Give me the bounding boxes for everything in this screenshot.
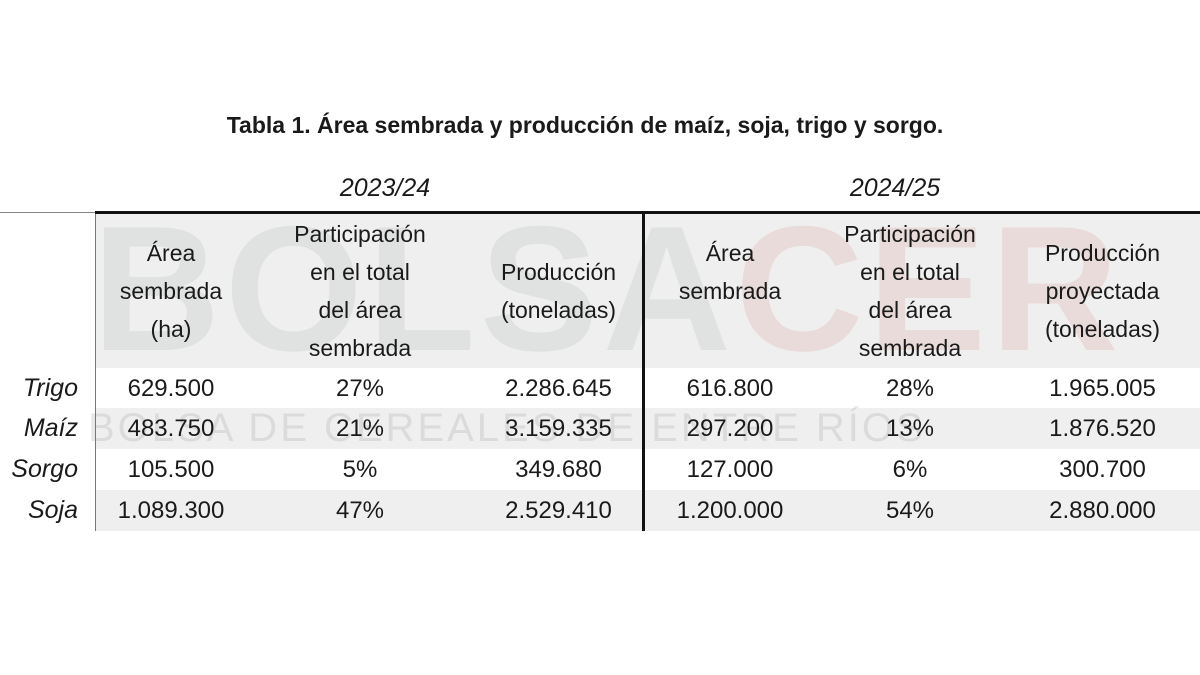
table-cell: 105.500	[127, 455, 215, 483]
row-label: Trigo	[22, 374, 78, 402]
table-cell: 1.876.520	[1049, 414, 1156, 442]
label-column-border	[95, 214, 96, 531]
column-header-line: sembrada	[308, 335, 412, 361]
column-header-line: Área	[705, 240, 755, 266]
column-header-line: (toneladas)	[500, 297, 617, 323]
column-header-line: sembrada	[858, 335, 962, 361]
column-header-line: (ha)	[150, 316, 192, 342]
column-header-line: Área	[146, 240, 196, 266]
period-2024-25: 2024/25	[849, 174, 941, 202]
column-header-line: en el total	[860, 259, 960, 285]
table-title: Tabla 1. Área sembrada y producción de m…	[226, 112, 944, 138]
column-header: Participación en el total del área sembrada	[815, 214, 1005, 368]
table-cell: 3.159.335	[505, 414, 612, 442]
table-cell: 54%	[885, 496, 935, 524]
column-header: Área sembrada (ha)	[96, 214, 246, 368]
table-cell: 2.286.645	[505, 374, 612, 402]
column-header-line: del área	[318, 297, 402, 323]
column-header-line: en el total	[310, 259, 410, 285]
column-header-line: del área	[868, 297, 952, 323]
row-stripe	[95, 490, 1200, 531]
table-cell: 127.000	[686, 455, 774, 483]
period-divider	[642, 214, 645, 531]
table-cell: 6%	[892, 455, 928, 483]
table-cell: 297.200	[686, 414, 774, 442]
table-cell: 1.965.005	[1049, 374, 1156, 402]
divider	[0, 212, 95, 213]
row-label: Maíz	[23, 414, 78, 442]
column-header: Área sembrada	[645, 214, 815, 368]
table-cell: 1.200.000	[676, 496, 784, 524]
table-cell: 616.800	[686, 374, 774, 402]
column-header: Participación en el total del área sembrada	[245, 214, 475, 368]
table-cell: 483.750	[127, 414, 215, 442]
table-cell: 300.700	[1059, 455, 1146, 483]
table-cell: 47%	[335, 496, 385, 524]
row-label: Sorgo	[11, 455, 78, 483]
row-label: Soja	[27, 496, 78, 524]
table-cell: 13%	[885, 414, 935, 442]
column-header-line: Participación	[294, 221, 426, 247]
column-header-line: Producción	[1044, 240, 1161, 266]
row-stripe	[95, 408, 1200, 449]
column-header-line: (toneladas)	[1044, 316, 1161, 342]
table-cell: 5%	[342, 455, 378, 483]
table-cell: 1.089.300	[117, 496, 225, 524]
table-cell: 349.680	[515, 455, 602, 483]
column-header-line: Producción	[500, 259, 617, 285]
table-cell: 27%	[335, 374, 385, 402]
header-background	[95, 214, 1200, 368]
table-cell: 629.500	[127, 374, 215, 402]
table-top-border	[95, 211, 1200, 214]
column-header: Producción proyectada (toneladas)	[1005, 214, 1200, 368]
table-cell: 2.529.410	[505, 496, 612, 524]
column-header-line: Participación	[844, 221, 976, 247]
table-cell: 2.880.000	[1049, 496, 1156, 524]
period-2023-24: 2023/24	[339, 174, 431, 202]
column-header: Producción (toneladas)	[475, 214, 642, 368]
column-header-line: proyectada	[1045, 278, 1160, 304]
column-header-line: sembrada	[678, 278, 782, 304]
table-cell: 28%	[885, 374, 935, 402]
column-header-line: sembrada	[119, 278, 223, 304]
table-cell: 21%	[335, 414, 385, 442]
